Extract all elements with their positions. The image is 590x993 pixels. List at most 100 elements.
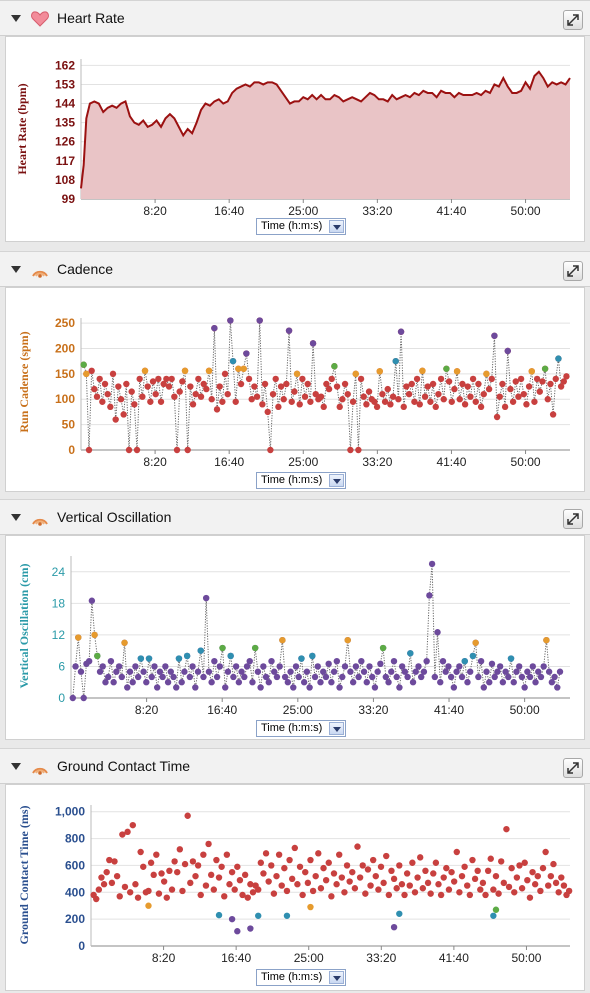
data-point-highlight: [228, 915, 236, 923]
data-point-highlight: [145, 902, 152, 909]
data-point: [492, 872, 500, 880]
data-point: [194, 862, 202, 869]
data-point: [159, 673, 166, 681]
data-point: [396, 862, 403, 869]
expand-button[interactable]: [563, 261, 583, 281]
data-point: [536, 388, 543, 395]
x-axis-selector[interactable]: Time (h:m:s): [256, 969, 346, 986]
data-point: [223, 851, 231, 858]
data-point: [170, 673, 177, 681]
collapse-toggle-icon[interactable]: [11, 15, 21, 22]
data-point: [464, 679, 471, 686]
data-point-highlight: [256, 317, 263, 324]
data-point: [275, 403, 282, 411]
data-point: [273, 872, 280, 880]
data-point: [136, 375, 143, 383]
data-point: [384, 385, 391, 393]
y-axis-label: Heart Rate (bpm): [15, 83, 29, 174]
panel-title: Cadence: [57, 261, 114, 277]
data-point: [537, 673, 545, 681]
data-point: [383, 852, 390, 860]
data-point: [503, 825, 510, 833]
panel-header: Ground Contact Time: [0, 748, 590, 784]
data-point-highlight: [528, 368, 535, 375]
data-point: [303, 668, 311, 675]
dropdown-arrow-icon: [329, 722, 344, 735]
data-point: [328, 679, 335, 686]
data-point: [437, 375, 445, 383]
data-point: [246, 657, 253, 665]
data-point: [336, 684, 343, 691]
data-point: [560, 378, 567, 385]
y-tick-label: 126: [55, 135, 75, 149]
data-point: [483, 668, 490, 675]
data-point: [485, 385, 493, 393]
data-point: [505, 673, 512, 681]
data-point: [115, 663, 123, 670]
data-point: [202, 594, 210, 602]
data-point: [526, 673, 534, 681]
data-point-highlight: [227, 317, 234, 324]
data-point-highlight: [247, 925, 254, 932]
data-point: [330, 870, 338, 877]
data-point: [369, 856, 377, 864]
y-tick-label: 99: [62, 192, 76, 206]
data-point: [467, 668, 474, 675]
data-point: [168, 886, 176, 893]
data-point: [241, 871, 249, 879]
data-point-highlight: [492, 906, 500, 913]
data-point: [301, 393, 309, 400]
collapse-toggle-icon[interactable]: [11, 763, 21, 770]
data-point: [493, 413, 501, 421]
data-point: [312, 872, 319, 880]
data-point: [363, 679, 370, 686]
running-dynamics-icon: [32, 518, 48, 526]
data-point: [147, 859, 155, 866]
data-point: [189, 858, 197, 865]
data-point: [524, 877, 531, 884]
data-point: [426, 592, 433, 599]
x-axis-selector[interactable]: Time (h:m:s): [256, 720, 346, 737]
data-point: [221, 893, 228, 900]
data-point: [512, 378, 519, 385]
data-point: [278, 882, 285, 889]
data-point: [304, 380, 311, 388]
collapse-toggle-icon[interactable]: [11, 266, 21, 273]
data-point: [158, 870, 165, 877]
data-point: [435, 881, 442, 888]
data-point: [550, 860, 557, 868]
data-point: [160, 380, 167, 388]
heart-rate-chart: 99 108 117 126 135 144 153 162 8:20 16:40 25:00 33:…: [6, 37, 584, 217]
data-point: [508, 864, 515, 872]
data-point: [254, 668, 262, 675]
data-point: [488, 375, 495, 383]
data-point: [560, 882, 568, 889]
y-tick-label: 200: [55, 341, 75, 355]
data-point: [430, 870, 437, 877]
data-point-highlight: [121, 639, 128, 646]
x-axis-selector[interactable]: Time (h:m:s): [256, 472, 346, 489]
data-point: [443, 864, 450, 872]
expand-button[interactable]: [563, 10, 583, 30]
data-point-highlight: [392, 357, 399, 365]
data-point: [320, 668, 327, 675]
y-axis-label: Ground Contact Time (ms): [17, 805, 31, 944]
data-point: [205, 668, 213, 675]
data-point-highlight: [75, 634, 82, 641]
data-point: [477, 403, 485, 411]
data-point: [248, 396, 255, 403]
x-axis-selector-label: Time (h:m:s): [261, 971, 323, 983]
expand-button[interactable]: [563, 758, 583, 778]
data-point: [187, 383, 194, 390]
data-point: [428, 560, 436, 568]
x-tick-label: 25:00: [294, 951, 324, 965]
x-tick-label: 33:20: [358, 703, 388, 716]
data-point-highlight: [419, 367, 426, 374]
y-tick-label: 150: [55, 367, 75, 381]
collapse-toggle-icon[interactable]: [11, 514, 21, 521]
data-point: [349, 398, 357, 405]
expand-button[interactable]: [563, 509, 583, 529]
heart-rate-panel: Heart Rate 99 108 117 126 135 144 153 162 8:20 16…: [0, 0, 590, 248]
x-axis-selector[interactable]: Time (h:m:s): [256, 218, 346, 235]
x-tick-label: 41:40: [439, 951, 469, 965]
